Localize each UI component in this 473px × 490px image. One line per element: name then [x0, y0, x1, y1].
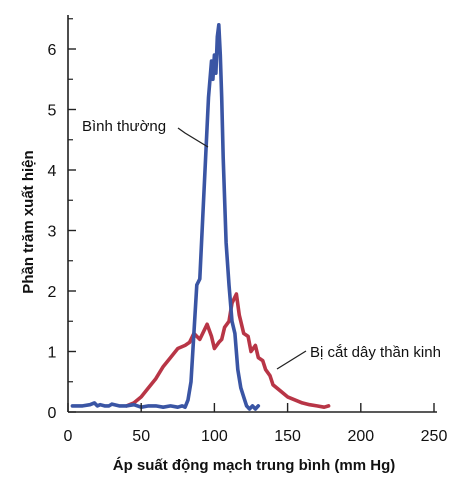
y-tick-label: 4 — [48, 163, 57, 180]
y-tick-label: 0 — [48, 405, 57, 422]
annotation-denervated-label: Bị cắt dây thần kinh — [310, 344, 441, 361]
x-tick-label: 50 — [132, 428, 150, 445]
y-ticks: 0 1 2 3 4 5 6 — [48, 18, 76, 422]
plot-area: 0 50 100 150 200 250 0 1 2 3 4 5 6 — [48, 15, 448, 445]
y-tick-label: 1 — [48, 345, 57, 362]
annotation-normal: Bình thường — [82, 118, 209, 148]
annotation-normal-leader — [177, 127, 209, 148]
x-tick-label: 150 — [274, 428, 301, 445]
x-tick-label: 200 — [347, 428, 374, 445]
x-tick-label: 100 — [201, 428, 228, 445]
x-tick-label: 250 — [421, 428, 448, 445]
y-tick-label: 2 — [48, 284, 57, 301]
annotation-normal-label: Bình thường — [82, 118, 166, 135]
annotation-denervated-leader — [276, 350, 307, 370]
y-tick-label: 5 — [48, 103, 57, 120]
x-axis-title: Áp suất động mạch trung bình (mm Hg) — [113, 457, 395, 474]
y-axis-title: Phần trăm xuất hiện — [20, 150, 37, 293]
series-normal-line — [70, 22, 261, 411]
series-layer — [70, 22, 331, 411]
x-tick-label: 0 — [64, 428, 73, 445]
y-tick-label: 3 — [48, 224, 57, 241]
y-tick-label: 6 — [48, 42, 57, 59]
x-ticks: 0 50 100 150 200 250 — [64, 403, 448, 445]
annotation-denervated: Bị cắt dây thần kinh — [276, 344, 441, 370]
series-denervated-line — [124, 292, 331, 410]
